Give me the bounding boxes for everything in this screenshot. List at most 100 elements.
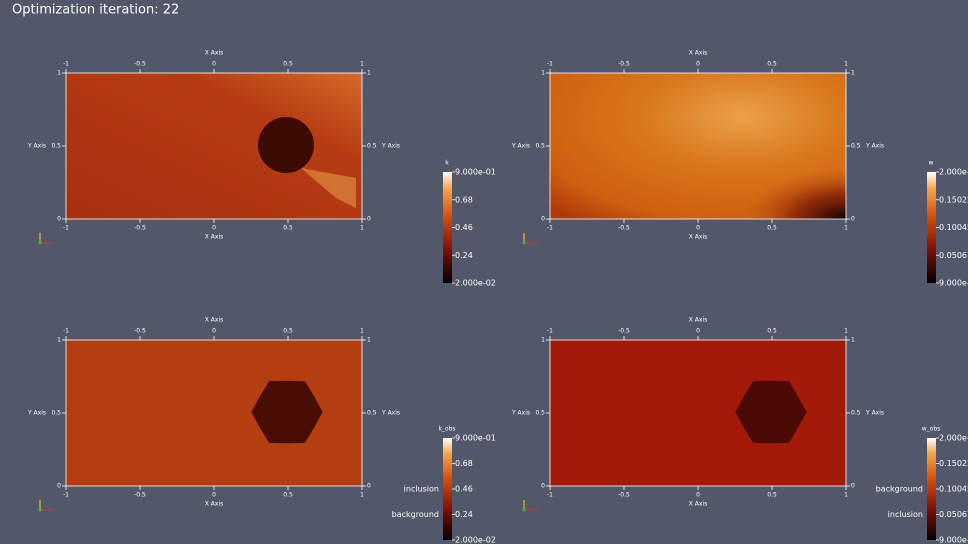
y-axis-label: Y Axis — [865, 143, 884, 150]
colorbar-label: 0.46 — [455, 485, 473, 494]
x-tick-label: 1 — [844, 225, 848, 232]
y-tick-label: 0 — [851, 216, 855, 223]
colorbar-label: 2.000e-02 — [455, 279, 496, 288]
colorbar-label: 0.15022 — [939, 195, 968, 204]
colorbar-label: 9.000e-0 — [939, 279, 968, 288]
field-feature — [301, 168, 356, 208]
triad-z — [38, 508, 42, 512]
x-tick-label: 0 — [696, 225, 700, 232]
y-axis-label: Y Axis — [27, 143, 46, 150]
y-axis-label: Y Axis — [865, 410, 884, 417]
y-tick-label: 0.5 — [535, 143, 545, 150]
x-tick-label: 0.5 — [283, 225, 293, 232]
panel: X Axis X Axis Y Axis Y Axis -1 -1 -0.5 -0.5 0 0 0.… — [511, 50, 968, 288]
colorbar-label: 2.000e-0 — [939, 434, 968, 443]
x-tick-label: 0.5 — [283, 328, 293, 335]
x-tick-label: 1 — [360, 61, 364, 68]
colorbar-title: k_obs — [438, 426, 455, 433]
triad-z — [38, 241, 42, 245]
x-tick-label: -0.5 — [618, 225, 630, 232]
x-tick-label: -1 — [63, 328, 69, 335]
colorbar — [443, 172, 452, 283]
y-tick-label: 1 — [541, 337, 545, 344]
y-tick-label: 0.5 — [851, 410, 861, 417]
y-tick-label: 0.5 — [535, 410, 545, 417]
colorbar-annotation: inclusion — [888, 510, 923, 519]
inclusion-region — [735, 380, 807, 444]
colorbar-label: 0.15022 — [939, 459, 968, 468]
x-tick-label: 0 — [696, 328, 700, 335]
x-tick-label: -0.5 — [618, 328, 630, 335]
x-tick-label: 0.5 — [283, 61, 293, 68]
colorbar-label: 9.000e-0 — [939, 536, 968, 544]
colorbar-annotation: background — [392, 510, 439, 519]
x-axis-label: X Axis — [689, 234, 707, 241]
inclusion-region — [258, 117, 314, 173]
field — [66, 73, 362, 219]
field-shade — [550, 73, 846, 219]
y-axis-label: Y Axis — [381, 143, 400, 150]
x-tick-label: -0.5 — [134, 328, 146, 335]
x-tick-label: 0 — [696, 61, 700, 68]
x-tick-label: 0.5 — [767, 492, 777, 499]
colorbar-label: 0.24 — [455, 251, 473, 260]
colorbar-label: 0.050675 — [939, 510, 968, 519]
y-axis-label: Y Axis — [511, 410, 530, 417]
x-axis-label: X Axis — [689, 501, 707, 508]
y-tick-label: 0 — [57, 216, 61, 223]
y-tick-label: 0 — [541, 216, 545, 223]
x-tick-label: -0.5 — [618, 61, 630, 68]
x-tick-label: 1 — [360, 328, 364, 335]
x-axis-label: X Axis — [689, 317, 707, 324]
x-tick-label: -0.5 — [134, 225, 146, 232]
y-tick-label: 0 — [367, 483, 371, 490]
x-tick-label: -0.5 — [134, 492, 146, 499]
x-tick-label: 0.5 — [283, 492, 293, 499]
colorbar-label: 0.68 — [455, 459, 473, 468]
y-tick-label: 1 — [57, 70, 61, 77]
x-tick-label: 1 — [844, 328, 848, 335]
x-tick-label: -1 — [547, 328, 553, 335]
x-tick-label: 0 — [212, 492, 216, 499]
panel: X Axis X Axis Y Axis Y Axis -1 -1 -0.5 -0.5 0 0 0.… — [27, 50, 496, 288]
colorbar-label: 0.050675 — [939, 251, 968, 260]
colorbar — [443, 438, 452, 540]
x-tick-label: -1 — [547, 225, 553, 232]
colorbar-label: 0.24 — [455, 510, 473, 519]
x-tick-label: -0.5 — [134, 61, 146, 68]
x-tick-label: 0 — [212, 225, 216, 232]
colorbar-label: 2.000e-0 — [939, 168, 968, 177]
y-axis-label: Y Axis — [381, 410, 400, 417]
x-tick-label: -1 — [63, 61, 69, 68]
inclusion-region — [251, 380, 323, 444]
y-tick-label: 0.5 — [851, 143, 861, 150]
x-tick-label: -1 — [547, 492, 553, 499]
triad-z — [522, 508, 526, 512]
y-tick-label: 0.5 — [51, 143, 61, 150]
x-tick-label: 0.5 — [767, 61, 777, 68]
x-tick-label: 1 — [360, 225, 364, 232]
colorbar-annotation: background — [876, 485, 923, 494]
y-tick-label: 0 — [57, 483, 61, 490]
colorbar-label: 0.10045 — [939, 223, 968, 232]
x-tick-label: -1 — [547, 61, 553, 68]
colorbar-title: w_obs — [922, 426, 941, 433]
x-tick-label: 0 — [696, 492, 700, 499]
y-tick-label: 0.5 — [367, 143, 377, 150]
panel: X Axis X Axis Y Axis Y Axis -1 -1 -0.5 -0.5 0 0 0.… — [27, 317, 496, 544]
y-tick-label: 0 — [541, 483, 545, 490]
x-tick-label: 0.5 — [767, 225, 777, 232]
x-tick-label: 1 — [844, 492, 848, 499]
triad-z — [522, 241, 526, 245]
colorbar-title: w — [929, 160, 934, 167]
colorbar-label: 9.000e-01 — [455, 434, 496, 443]
title: Optimization iteration: 22 — [12, 3, 179, 18]
y-tick-label: 1 — [541, 70, 545, 77]
y-tick-label: 1 — [851, 337, 855, 344]
panel: X Axis X Axis Y Axis Y Axis -1 -1 -0.5 -0.5 0 0 0.… — [511, 317, 968, 544]
x-tick-label: -1 — [63, 225, 69, 232]
y-tick-label: 0 — [367, 216, 371, 223]
panels: X Axis X Axis Y Axis Y Axis -1 -1 -0.5 -0.5 0 0 0.… — [27, 50, 968, 544]
